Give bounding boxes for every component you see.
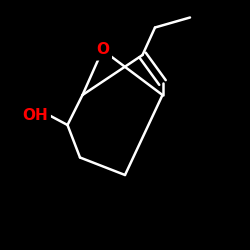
Text: OH: OH: [22, 108, 48, 122]
Text: O: O: [96, 42, 109, 58]
